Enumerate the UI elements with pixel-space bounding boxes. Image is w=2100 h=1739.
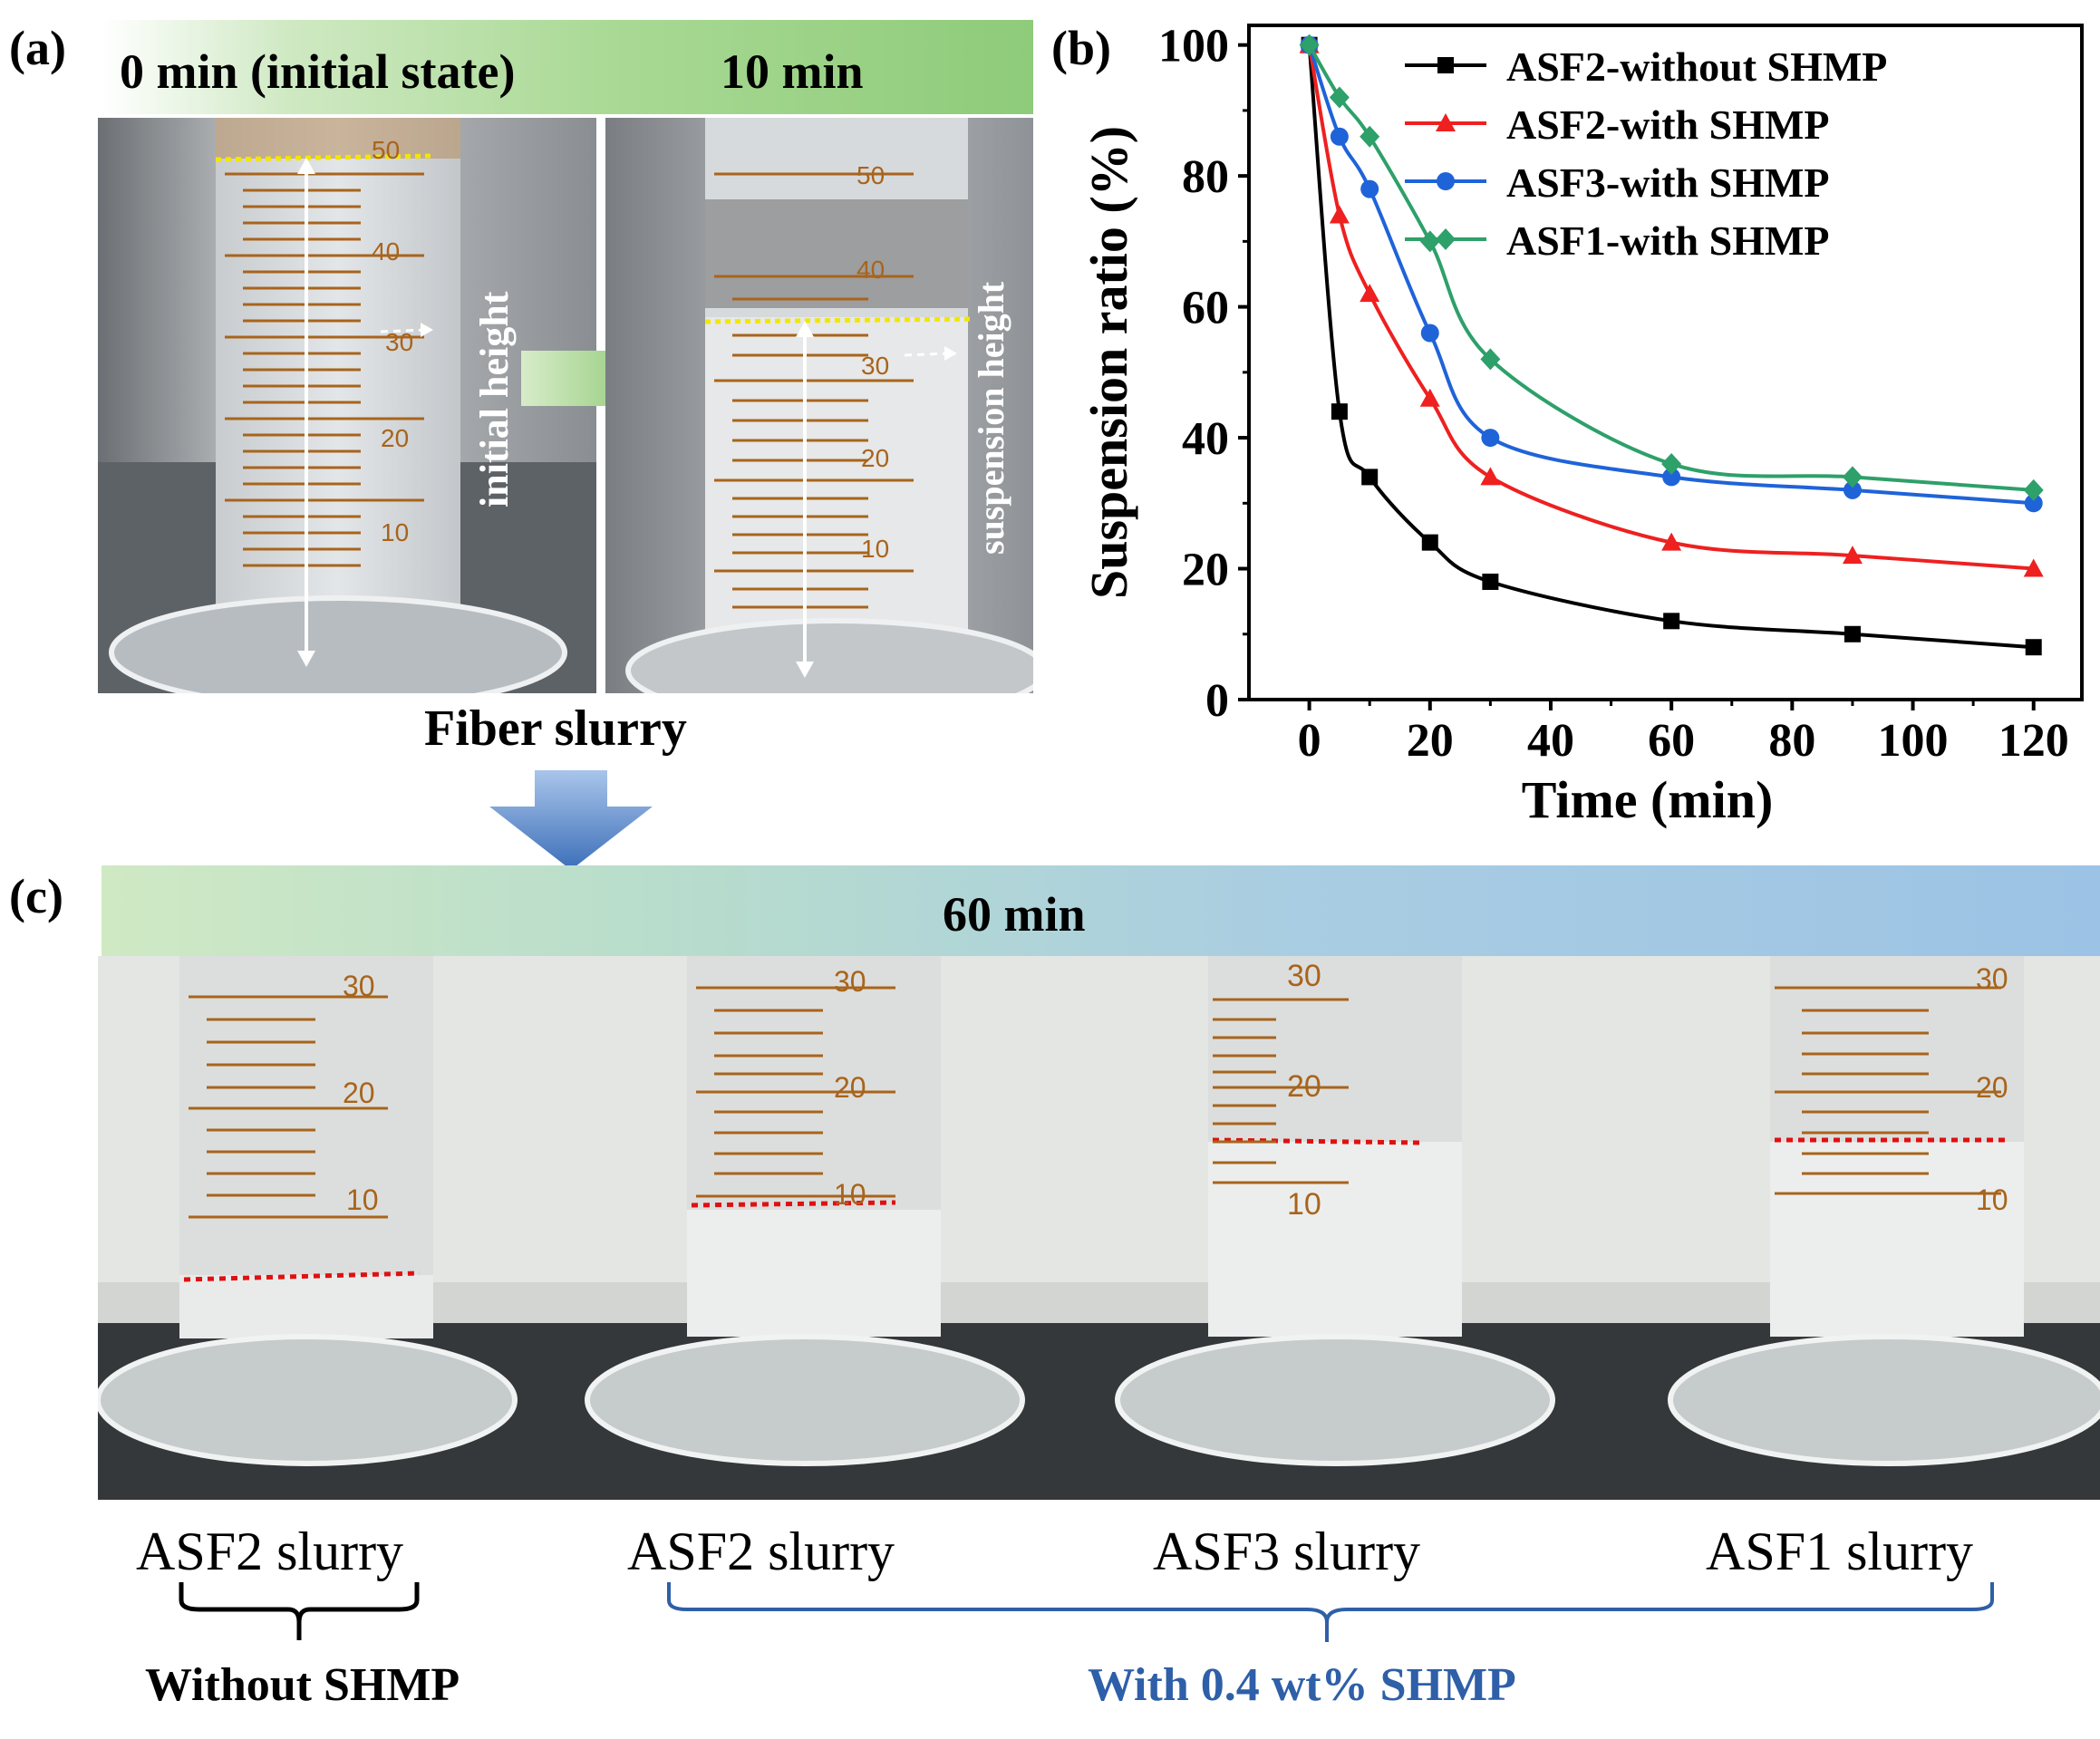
legend-label: ASF2-without SHMP <box>1506 43 1887 90</box>
legend-marker <box>1436 113 1456 131</box>
scale-left-40: 40 <box>372 237 401 266</box>
data-point <box>1421 534 1438 551</box>
data-point <box>1360 179 1379 198</box>
panel-a-header-left: 0 min (initial state) <box>120 44 516 99</box>
scale-right-10: 10 <box>861 535 890 563</box>
data-point <box>1360 284 1380 303</box>
scale-right-30: 30 <box>861 352 890 380</box>
data-point <box>2024 494 2043 513</box>
data-point <box>1663 613 1680 630</box>
y-tick-label: 0 <box>1205 675 1229 727</box>
x-tick-label: 80 <box>1768 715 1815 767</box>
panel-a-header-right: 10 min <box>721 44 864 99</box>
group-label-with-shmp: With 0.4 wt% SHMP <box>1088 1659 1516 1711</box>
panel-c-label: (c) <box>9 869 63 923</box>
x-axis-label: Time (min) <box>1522 770 1774 829</box>
c1-scale-10: 10 <box>346 1183 379 1216</box>
data-point <box>1481 429 1500 448</box>
data-point <box>1480 467 1501 486</box>
scale-right-40: 40 <box>856 256 885 284</box>
c3-scale-20: 20 <box>1287 1069 1321 1104</box>
c4-scale-20: 20 <box>1976 1071 2008 1104</box>
legend-marker <box>1436 228 1456 250</box>
legend-marker <box>1437 172 1455 190</box>
c1-scale-20: 20 <box>343 1077 375 1109</box>
data-point <box>1661 532 1682 551</box>
data-point <box>1843 480 1862 499</box>
fiber-slurry-caption: Fiber slurry <box>424 700 687 757</box>
slurry-label-asf3-with: ASF3 slurry <box>1153 1522 1421 1581</box>
x-tick-label: 60 <box>1648 715 1695 767</box>
group-label-without-shmp: Without SHMP <box>145 1659 460 1711</box>
data-point <box>1361 469 1379 486</box>
data-point <box>1842 466 1863 488</box>
panel-c-header-bar <box>102 865 2100 956</box>
c4-scale-10: 10 <box>1976 1183 2008 1216</box>
photo-10-min <box>605 118 1033 693</box>
data-point <box>1482 573 1499 590</box>
c1-scale-30: 30 <box>343 970 375 1002</box>
y-axis-label: Suspension ratio (%) <box>1079 126 1138 599</box>
scale-left-50: 50 <box>372 136 401 164</box>
scale-right-20: 20 <box>861 444 890 472</box>
legend-label: ASF3-with SHMP <box>1506 159 1830 206</box>
data-point <box>2025 639 2042 656</box>
panel-c-header: 60 min <box>943 887 1086 942</box>
y-tick-label: 60 <box>1182 283 1229 334</box>
data-point <box>1331 403 1348 420</box>
photo-initial-state <box>98 118 596 693</box>
bracket-without <box>179 1582 420 1640</box>
plot-frame <box>1247 24 2084 701</box>
data-point <box>2023 558 2044 577</box>
panel-b-label: (b) <box>1051 21 1111 75</box>
legend-label: ASF2-with SHMP <box>1506 101 1830 148</box>
slurry-label-asf1-with: ASF1 slurry <box>1706 1522 1974 1581</box>
scale-left-30: 30 <box>385 328 414 356</box>
x-tick-label: 100 <box>1878 715 1949 767</box>
c2-scale-20: 20 <box>834 1071 866 1104</box>
data-point <box>1330 127 1349 146</box>
legend-label: ASF1-with SHMP <box>1506 217 1830 264</box>
x-tick-label: 0 <box>1298 715 1321 767</box>
panel-a-header-bar <box>102 20 1033 114</box>
data-point <box>1420 324 1439 343</box>
data-point <box>1480 348 1501 371</box>
y-tick-label: 80 <box>1182 151 1229 203</box>
data-point <box>1329 205 1350 224</box>
data-point <box>1662 468 1681 487</box>
c2-scale-10: 10 <box>834 1178 866 1211</box>
x-tick-label: 120 <box>1998 715 2069 767</box>
suspension-ratio-chart: 0 20 40 60 80 100 120 0 20 40 60 80 100 Time (min) Sus… <box>1079 21 2084 829</box>
data-point <box>1329 86 1350 109</box>
data-point <box>1844 625 1861 642</box>
c2-scale-30: 30 <box>834 965 866 998</box>
slurry-label-asf2-without: ASF2 slurry <box>136 1522 404 1581</box>
scale-left-10: 10 <box>381 518 410 546</box>
scale-right-50: 50 <box>856 161 885 189</box>
slurry-label-asf2-with: ASF2 slurry <box>627 1522 895 1581</box>
y-tick-label: 20 <box>1182 545 1229 596</box>
y-tick-label: 100 <box>1158 21 1229 72</box>
data-point <box>1661 452 1682 475</box>
data-point <box>1842 546 1863 565</box>
legend-marker <box>1437 57 1454 73</box>
c3-scale-10: 10 <box>1287 1187 1321 1222</box>
data-point <box>1360 125 1380 148</box>
panel-a-label: (a) <box>9 21 66 75</box>
suspension-height-label: suspension height <box>971 281 1011 555</box>
data-point <box>2023 478 2044 501</box>
data-point <box>1299 34 1320 56</box>
c4-scale-30: 30 <box>1976 962 2008 995</box>
x-tick-label: 20 <box>1407 715 1454 767</box>
initial-height-label: initial height <box>472 291 517 507</box>
blue-down-arrow-icon <box>489 770 653 874</box>
c3-scale-30: 30 <box>1287 959 1321 993</box>
photo-60-min <box>98 956 2100 1500</box>
x-tick-label: 40 <box>1527 715 1574 767</box>
bracket-with <box>667 1582 1994 1642</box>
scale-left-20: 20 <box>381 424 410 452</box>
data-point <box>1419 230 1440 253</box>
data-point <box>1419 388 1440 407</box>
y-tick-label: 40 <box>1182 413 1229 465</box>
